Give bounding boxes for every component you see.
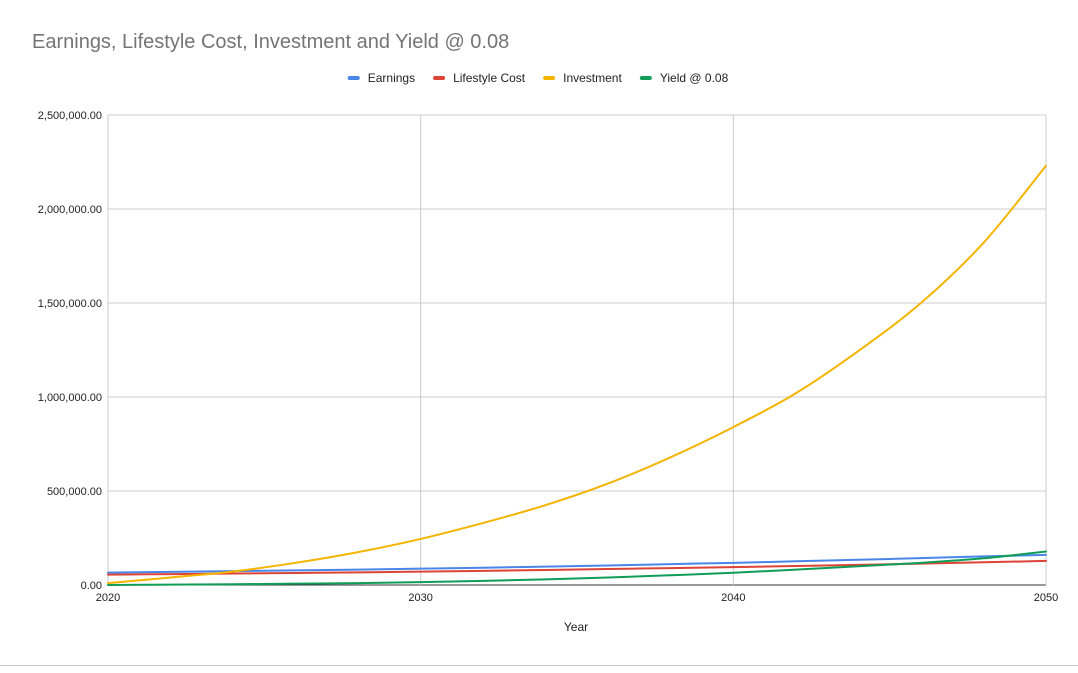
y-tick-label: 500,000.00 <box>47 486 102 498</box>
y-tick-label: 1,500,000.00 <box>38 298 102 310</box>
x-tick-label: 2030 <box>408 592 432 604</box>
legend-swatch <box>433 76 446 80</box>
y-tick-label: 2,500,000.00 <box>38 110 102 122</box>
series-line-earnings <box>107 553 1047 574</box>
legend-item[interactable]: Lifestyle Cost <box>433 71 526 85</box>
legend: Earnings Lifestyle Cost Investment Yield @ … <box>347 71 729 85</box>
x-axis-title: Year <box>564 620 588 634</box>
x-tick-label: 2020 <box>96 592 120 604</box>
x-tick-label: 2050 <box>1034 592 1058 604</box>
legend-label: Yield @ 0.08 <box>660 71 729 85</box>
legend-swatch <box>543 76 556 80</box>
legend-swatch <box>639 76 652 80</box>
legend-swatch <box>347 76 360 80</box>
legend-label: Earnings <box>368 71 415 85</box>
gridlines <box>107 114 1047 586</box>
chart-title: Earnings, Lifestyle Cost, Investment and… <box>32 31 509 53</box>
legend-label: Investment <box>563 71 622 85</box>
x-tick-label: 2040 <box>721 592 745 604</box>
x-axis-ticks: 2020 2030 2040 2050 <box>96 592 1058 604</box>
y-axis-ticks: 0.00 500,000.00 1,000,000.00 1,500,000.00 2,… <box>38 110 102 592</box>
footer-divider <box>0 665 1078 666</box>
series-line-investment <box>107 164 1047 585</box>
legend-item[interactable]: Yield @ 0.08 <box>639 71 729 85</box>
legend-item[interactable]: Investment <box>543 71 622 85</box>
series-lines <box>107 164 1047 586</box>
y-tick-label: 0.00 <box>81 580 102 592</box>
y-tick-label: 1,000,000.00 <box>38 392 102 404</box>
legend-item[interactable]: Earnings <box>347 71 415 85</box>
legend-label: Lifestyle Cost <box>453 71 526 85</box>
series-line-yield-0-08 <box>107 550 1047 586</box>
y-tick-label: 2,000,000.00 <box>38 204 102 216</box>
